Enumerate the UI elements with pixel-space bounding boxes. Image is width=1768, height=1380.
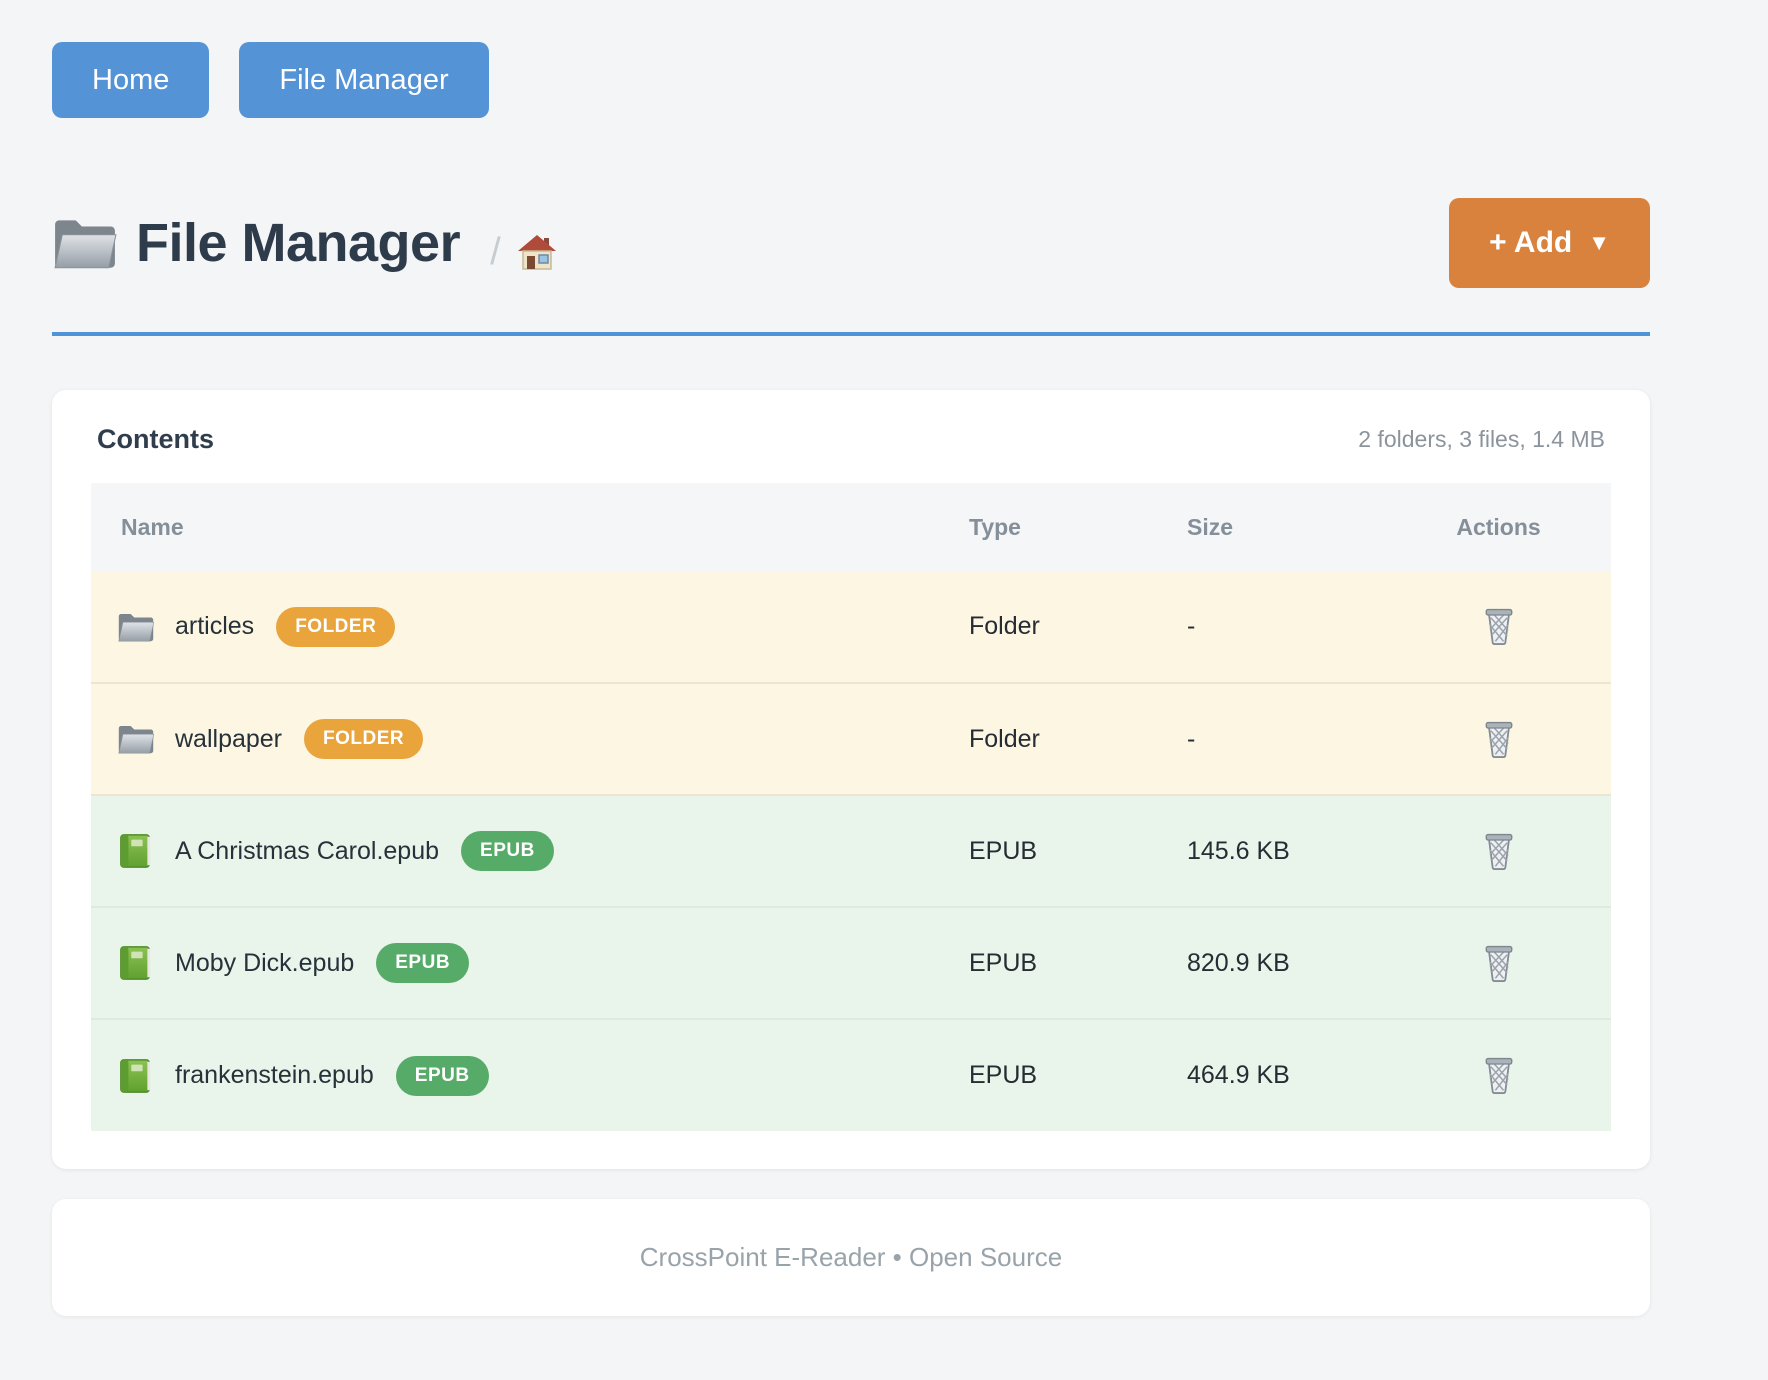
- trash-icon: [1484, 721, 1513, 758]
- delete-button[interactable]: [1477, 938, 1521, 989]
- add-button-label: + Add: [1489, 226, 1573, 259]
- green-book-icon: [120, 1058, 151, 1093]
- epub-badge: EPUB: [461, 831, 554, 871]
- footer-text: CrossPoint E-Reader • Open Source: [639, 1242, 1063, 1272]
- file-name[interactable]: articles: [175, 612, 255, 640]
- column-header-type: Type: [969, 513, 1021, 540]
- green-book-icon: [120, 834, 151, 868]
- delete-button[interactable]: [1477, 826, 1521, 877]
- column-header-size: Size: [1187, 513, 1234, 540]
- file-type: Folder: [969, 724, 1040, 753]
- file-type: Folder: [969, 612, 1040, 640]
- trash-icon: [1484, 1057, 1513, 1095]
- file-table: Name Type Size Actions articles FOLDER: [91, 483, 1611, 1131]
- card-title: Contents: [97, 424, 214, 454]
- file-type: EPUB: [969, 948, 1038, 977]
- file-size: 145.6 KB: [1187, 836, 1290, 865]
- top-nav: Home File Manager: [52, 0, 1650, 118]
- table-header-row: Name Type Size Actions: [91, 483, 1611, 571]
- delete-button[interactable]: [1477, 1050, 1521, 1101]
- add-button[interactable]: + Add ▼: [1449, 198, 1650, 288]
- header-divider: [52, 332, 1650, 336]
- footer: CrossPoint E-Reader • Open Source: [52, 1199, 1650, 1316]
- file-type: EPUB: [969, 1061, 1038, 1089]
- green-book-icon: [120, 946, 151, 980]
- page-title: File Manager: [136, 213, 461, 273]
- trash-icon: [1484, 608, 1513, 645]
- file-size: -: [1187, 724, 1196, 753]
- folder-badge: FOLDER: [276, 606, 396, 647]
- file-size: 820.9 KB: [1187, 948, 1290, 977]
- trash-icon: [1484, 945, 1513, 982]
- breadcrumb-separator: /: [490, 230, 501, 273]
- file-size: -: [1187, 612, 1196, 640]
- delete-button[interactable]: [1477, 714, 1521, 765]
- file-name[interactable]: Moby Dick.epub: [175, 948, 355, 977]
- card-header: Contents 2 folders, 3 files, 1.4 MB: [91, 424, 1611, 455]
- page-header: File Manager / + Add ▼: [52, 198, 1650, 288]
- file-type: EPUB: [969, 836, 1038, 865]
- home-nav-button[interactable]: Home: [52, 42, 210, 118]
- file-manager-nav-button[interactable]: File Manager: [239, 42, 489, 118]
- title-block: File Manager /: [52, 212, 557, 274]
- folder-badge: FOLDER: [304, 719, 424, 759]
- epub-badge: EPUB: [376, 943, 470, 983]
- contents-card: Contents 2 folders, 3 files, 1.4 MB Name…: [52, 390, 1650, 1169]
- chevron-down-icon: ▼: [1588, 230, 1610, 255]
- folder-icon: [118, 613, 155, 642]
- trash-icon: [1484, 833, 1513, 870]
- breadcrumb: /: [490, 213, 557, 274]
- column-header-name: Name: [121, 513, 184, 540]
- folder-icon: [118, 725, 155, 754]
- file-name[interactable]: A Christmas Carol.epub: [175, 836, 440, 865]
- file-size: 464.9 KB: [1187, 1061, 1290, 1089]
- house-icon[interactable]: [516, 233, 557, 271]
- delete-button[interactable]: [1477, 601, 1521, 652]
- epub-badge: EPUB: [395, 1055, 489, 1096]
- contents-summary: 2 folders, 3 files, 1.4 MB: [1358, 426, 1605, 452]
- folder-icon: [54, 219, 117, 269]
- table-row-articles[interactable]: articles FOLDER Folder -: [91, 571, 1611, 683]
- file-name[interactable]: frankenstein.epub: [175, 1061, 374, 1089]
- page-container: Home File Manager File Manager / + Add ▼…: [52, 0, 1650, 1316]
- file-name[interactable]: wallpaper: [175, 724, 283, 753]
- table-row-moby-dick[interactable]: Moby Dick.epub EPUB EPUB 820.9 KB: [91, 907, 1611, 1019]
- table-row-christmas-carol[interactable]: A Christmas Carol.epub EPUB EPUB 145.6 K…: [91, 795, 1611, 907]
- table-row-wallpaper[interactable]: wallpaper FOLDER Folder -: [91, 683, 1611, 795]
- table-row-frankenstein[interactable]: frankenstein.epub EPUB EPUB 464.9 KB: [91, 1019, 1611, 1131]
- column-header-actions: Actions: [1456, 513, 1541, 540]
